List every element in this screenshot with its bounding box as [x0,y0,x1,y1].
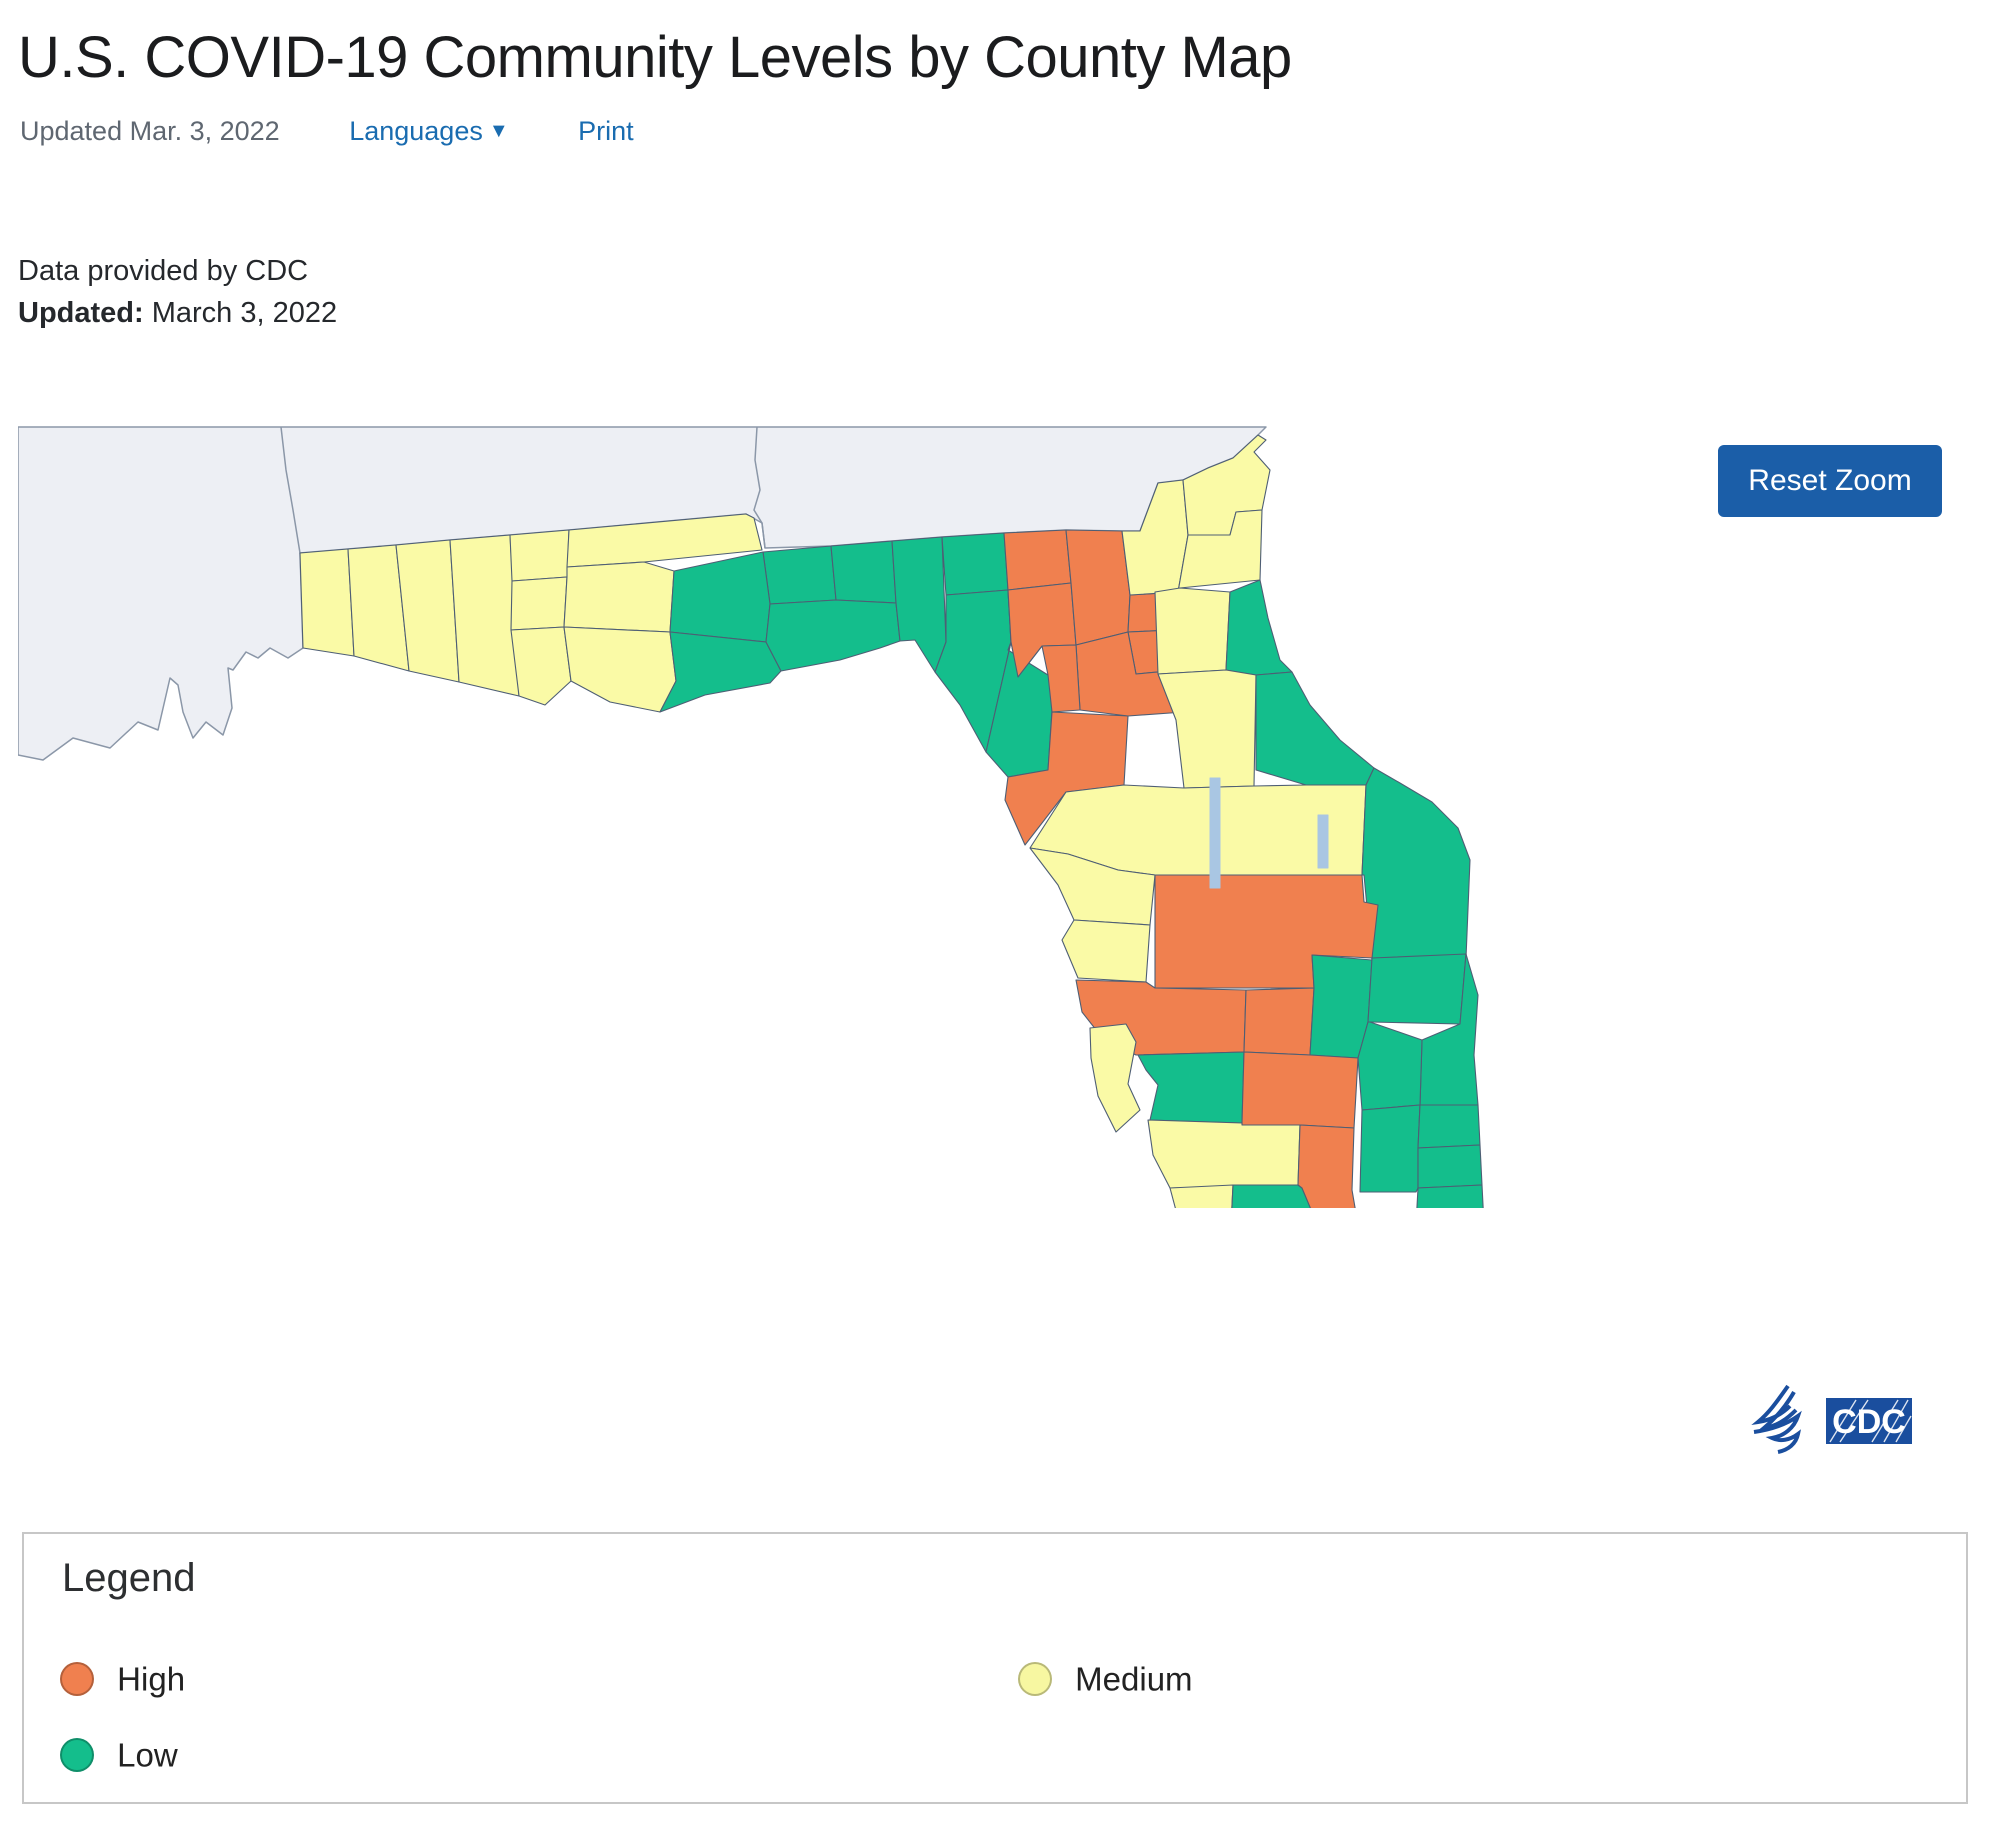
low-swatch-icon [60,1738,94,1773]
county-shape[interactable] [1003,529,1072,591]
county-shape[interactable] [510,626,572,706]
legend-label-high: High [117,1660,186,1698]
county-shape[interactable] [1061,919,1151,983]
high-swatch-icon [60,1662,94,1697]
reset-zoom-button[interactable]: Reset Zoom [1718,445,1942,517]
county-shape[interactable] [1225,579,1293,676]
county-shape[interactable] [1417,1104,1481,1149]
county-shape[interactable] [563,626,677,713]
river-shape [1209,777,1221,889]
map-area: Reset Zoom CDC [18,340,1970,1454]
county-shape[interactable] [1029,847,1156,926]
county-shape[interactable] [830,540,897,604]
legend-item-high: High [60,1658,185,1698]
state-border-line [280,426,301,554]
county-shape[interactable] [891,536,947,673]
legend-label-low: Low [117,1736,178,1774]
county-shape[interactable] [299,548,355,657]
florida-county-map[interactable] [18,340,1970,1208]
county-shape[interactable] [1357,1021,1423,1111]
county-shape[interactable] [1089,1023,1141,1133]
county-shape[interactable] [1297,1124,1362,1208]
county-shape[interactable] [1157,669,1257,789]
county-shape[interactable] [1154,587,1231,675]
data-provided-text: Data provided by CDC [18,255,309,287]
chevron-down-icon: ▼ [488,120,509,142]
hhs-eagle-icon [1751,1384,1802,1454]
county-shape[interactable] [1065,529,1131,646]
print-link[interactable]: Print [578,116,634,146]
county-shape[interactable] [1041,644,1081,713]
river-shape [1317,814,1329,869]
county-shape[interactable] [509,529,570,582]
county-shape[interactable] [1241,1051,1359,1129]
county-shape[interactable] [669,551,771,643]
county-shape[interactable] [1147,1119,1301,1189]
medium-swatch-icon [1018,1662,1052,1697]
county-shape[interactable] [1137,1051,1245,1124]
county-shape[interactable] [765,599,901,672]
county-shape[interactable] [1416,1184,1484,1208]
county-shape[interactable] [1230,1184,1328,1208]
county-shape[interactable] [1367,953,1467,1025]
county-shape[interactable] [1417,1144,1483,1189]
county-shape[interactable] [941,532,1009,596]
county-shape[interactable] [1004,711,1129,846]
county-shape[interactable] [1243,987,1315,1056]
county-shape[interactable] [1361,767,1471,961]
updated-label: Updated: [18,297,144,329]
svg-text:CDC: CDC [1832,1403,1906,1441]
county-shape[interactable] [762,545,837,605]
legend-item-low: Low [60,1734,178,1774]
legend-title: Legend [62,1556,196,1600]
county-shape[interactable] [1359,1104,1421,1193]
updated-date: March 3, 2022 [151,297,338,329]
county-shape[interactable] [1255,671,1375,786]
county-shape[interactable] [510,576,568,631]
cdc-logo: CDC [1751,1384,1912,1454]
info-block: Data provided by CDC Updated: March 3, 2… [18,250,337,334]
county-shape[interactable] [449,534,520,697]
legend-label-medium: Medium [1075,1660,1193,1698]
updated-short-text: Updated Mar. 3, 2022 [20,116,280,146]
languages-dropdown[interactable]: Languages ▼ [349,116,509,146]
county-shape[interactable] [563,561,675,633]
county-shape[interactable] [659,631,782,713]
state-border-line [753,426,766,549]
cdc-wordmark: CDC [1826,1398,1912,1444]
page-title: U.S. COVID-19 Community Levels by County… [18,25,1292,90]
updated-line: Updated: March 3, 2022 [18,292,337,334]
meta-row: Updated Mar. 3, 2022 Languages ▼ Print [20,116,1220,147]
county-shape[interactable] [1169,1184,1234,1208]
legend-item-medium: Medium [1018,1658,1193,1698]
legend: Legend High Medium Low [22,1532,1968,1804]
